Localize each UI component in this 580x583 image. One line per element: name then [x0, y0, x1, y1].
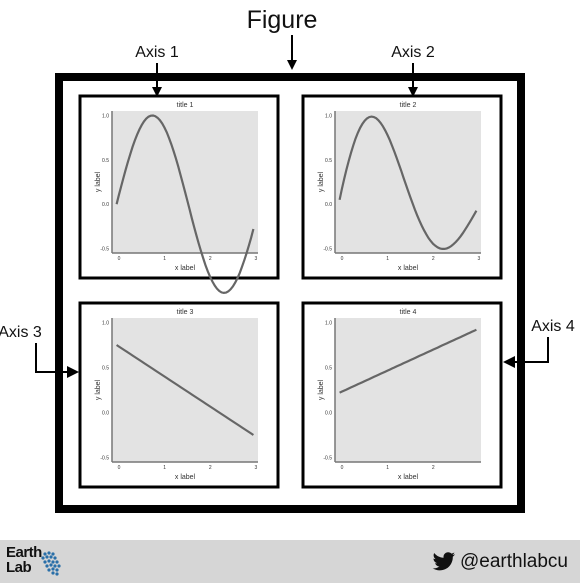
- earth-lab-logo: Earth Lab: [6, 545, 70, 579]
- panel-title: title 1: [177, 102, 194, 109]
- y-tick-label: -0.5: [100, 247, 109, 253]
- y-tick-label: 0.5: [325, 158, 332, 164]
- y-tick-label: 0.0: [325, 411, 332, 417]
- plot-area: [335, 318, 481, 462]
- x-tick-label: 0: [118, 256, 121, 262]
- x-tick-label: 0: [118, 465, 121, 471]
- y-tick-label: -0.5: [100, 456, 109, 462]
- y-axis-label: y label: [95, 171, 102, 192]
- y-tick-label: 0.5: [102, 366, 109, 372]
- axis-4-label: Axis 4: [531, 318, 575, 335]
- twitter-bird-icon: [432, 552, 456, 571]
- x-tick-label: 3: [254, 256, 257, 262]
- axis-3-label: Axis 3: [0, 324, 42, 341]
- series-line: [339, 328, 477, 394]
- x-axis-label: x label: [398, 474, 419, 481]
- x-tick-label: 3: [477, 256, 480, 262]
- axis-2-panel: title 2 x label y label 0 1 2 3 -0.5 0.0 0.5 1.0: [301, 94, 503, 280]
- axis-4-arrow: [503, 337, 549, 368]
- y-tick-label: 0.5: [325, 366, 332, 372]
- y-tick-label: 1.0: [325, 113, 332, 119]
- x-tick-label: 2: [209, 256, 212, 262]
- globe-dots-icon: [41, 551, 61, 576]
- plot-area: [335, 111, 481, 253]
- series-line: [115, 114, 255, 295]
- axis-2-label: Axis 2: [391, 44, 435, 61]
- footer-bar: Earth Lab @earthlabcu: [0, 540, 580, 583]
- axis-1-panel: title 1 x label y label 0 1 2 3 -0.5 0.0 0.5 1.0: [78, 94, 280, 295]
- axis-3-arrow: [35, 343, 79, 378]
- axis-1-label: Axis 1: [135, 44, 179, 61]
- series-line: [338, 115, 478, 250]
- logo-word-lab: Lab: [6, 559, 32, 576]
- x-tick-label: 0: [341, 465, 344, 471]
- x-axis-label: x label: [398, 265, 419, 272]
- axis-3-panel: title 3 x label y label 0 1 2 3 -0.5 0.0 0.5 1.0: [78, 301, 280, 489]
- axis-1-arrow: [152, 63, 162, 97]
- y-tick-label: 1.0: [102, 321, 109, 327]
- panel-title: title 2: [400, 102, 417, 109]
- figure-frame: [55, 73, 525, 513]
- y-tick-label: 0.5: [102, 158, 109, 164]
- series-line: [115, 344, 255, 436]
- panel-title: title 4: [400, 309, 417, 316]
- axis-2-arrow: [408, 63, 418, 97]
- x-axis-label: x label: [175, 265, 196, 272]
- x-tick-label: 1: [163, 256, 166, 262]
- figure-arrow: [287, 35, 297, 70]
- x-tick-label: 2: [209, 465, 212, 471]
- y-tick-label: 1.0: [325, 321, 332, 327]
- twitter-link[interactable]: @earthlabcu: [432, 551, 568, 573]
- plot-area: [112, 111, 258, 253]
- x-tick-label: 2: [432, 256, 435, 262]
- figure-diagram: Figure Axis 1 Axis 2 Axis 3 Axis 4 title…: [0, 6, 575, 513]
- axis-4-panel: title 4 x label y label 0 1 2 -0.5 0.0 0.5 1.0: [301, 301, 503, 489]
- y-axis-label: y label: [318, 171, 325, 192]
- y-tick-label: -0.5: [323, 247, 332, 253]
- y-tick-label: 1.0: [102, 113, 109, 119]
- x-tick-label: 1: [163, 465, 166, 471]
- x-tick-label: 2: [432, 465, 435, 471]
- y-tick-label: -0.5: [323, 456, 332, 462]
- x-tick-label: 0: [341, 256, 344, 262]
- x-tick-label: 3: [254, 465, 257, 471]
- y-tick-label: 0.0: [325, 202, 332, 208]
- logo-word-earth: Earth: [6, 544, 42, 561]
- x-tick-label: 1: [386, 465, 389, 471]
- y-axis-label: y label: [95, 379, 102, 400]
- twitter-handle[interactable]: @earthlabcu: [459, 551, 568, 572]
- panel-title: title 3: [177, 309, 194, 316]
- figure-title: Figure: [247, 6, 318, 34]
- y-tick-label: 0.0: [102, 411, 109, 417]
- y-tick-label: 0.0: [102, 202, 109, 208]
- y-axis-label: y label: [318, 379, 325, 400]
- x-axis-label: x label: [175, 474, 196, 481]
- x-tick-label: 1: [386, 256, 389, 262]
